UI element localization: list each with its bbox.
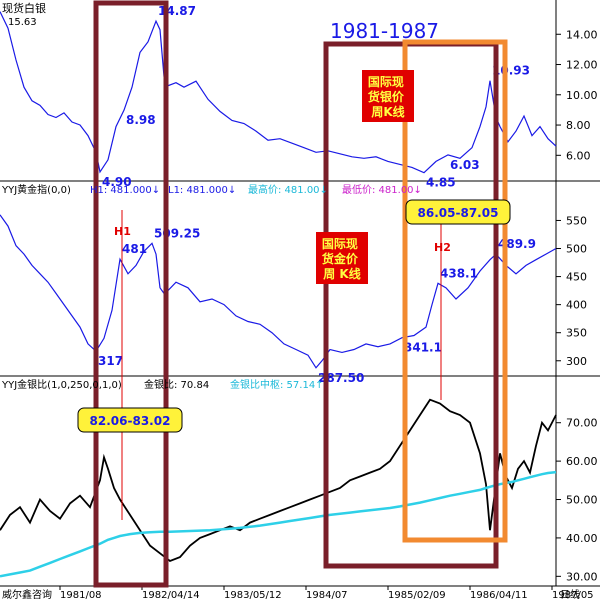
- silver-weekly-label-line-3: 周K线: [371, 104, 404, 119]
- x-tick-label: 1985/02/09: [388, 590, 446, 600]
- gold-h1-readout: H1: 481.000↓: [90, 185, 160, 196]
- x-tick-label: 1981/08: [60, 590, 102, 600]
- silver-weekly-label-line-2: 货银价: [368, 89, 405, 104]
- data-label: 287.50: [318, 371, 364, 385]
- y-tick-label: 6.00: [566, 149, 591, 162]
- data-label: 10.93: [492, 64, 530, 78]
- silver-weekly-box: [362, 70, 414, 122]
- x-tick-label: 1982/04/14: [142, 590, 200, 600]
- series-layer: [0, 11, 557, 578]
- gold-weekly-label: 国际现 货金价 周 K线: [322, 237, 362, 281]
- y-tick-label: 50.00: [566, 494, 598, 507]
- data-label: 8.98: [126, 113, 156, 127]
- y-tick-label: 70.00: [566, 417, 598, 430]
- x-tick-label: 1986/04/11: [470, 590, 528, 600]
- period-label: 1981-1987: [330, 19, 439, 43]
- data-label: 6.03: [450, 158, 480, 172]
- tick-layer: 6.008.0010.0012.0014.004.908.9814.874.85…: [59, 4, 598, 600]
- silver-last-value: 15.63: [8, 17, 37, 28]
- y-tick-label: 10.00: [566, 89, 598, 102]
- y-tick-label: 300: [566, 355, 587, 368]
- y-tick-label: 500: [566, 243, 587, 256]
- ratio-center-readout: 金银比中枢: 57.14↑: [230, 378, 324, 391]
- y-tick-label: 12.00: [566, 59, 598, 72]
- callout-1: 82.06-83.02: [90, 414, 171, 428]
- data-label: 4.90: [102, 175, 132, 189]
- data-label: 317: [98, 354, 123, 368]
- y-tick-label: 14.00: [566, 28, 598, 41]
- gold-panel-title: YYJ黄金指(0,0): [1, 183, 71, 196]
- x-tick-label: 1983/05/12: [224, 590, 282, 600]
- silver-panel-title: 现货白银: [2, 1, 46, 15]
- data-label: 509.25: [154, 226, 200, 240]
- callout-box-2: [405, 199, 511, 225]
- ratio-series-line-1: [0, 470, 557, 578]
- y-tick-label: 450: [566, 271, 587, 284]
- highlight-box-1982: [93, 0, 169, 588]
- data-label: 4.85: [426, 176, 456, 190]
- y-tick-label: 550: [566, 214, 587, 227]
- h1-label: H1: [114, 225, 131, 238]
- y-tick-label: 8.00: [566, 119, 591, 132]
- callout-box-1: [77, 407, 183, 433]
- highlight-box-1986: [402, 39, 508, 543]
- gold-min-readout: 最低价: 481.00↓: [342, 183, 422, 196]
- y-tick-label: 60.00: [566, 455, 598, 468]
- gold-max-readout: 最高价: 481.00↓: [248, 183, 328, 196]
- ratio-panel-title: YYJ金银比(1,0,250,0,1,0): [1, 378, 122, 391]
- silver-weekly-label: 国际现 货银价 周K线: [368, 75, 408, 119]
- data-label: 438.1: [440, 266, 478, 280]
- gold-series-line-0: [0, 214, 557, 369]
- y-tick-label: 30.00: [566, 570, 598, 583]
- x-tick-label: 1984/07: [306, 590, 348, 600]
- source-label: 威尔鑫咨询: [2, 588, 52, 600]
- y-tick-label: 350: [566, 327, 587, 340]
- period-footer: 日线: [560, 588, 580, 600]
- gold-l1-readout: L1: 481.000↓: [168, 185, 236, 196]
- y-tick-label: 40.00: [566, 532, 598, 545]
- callout-2: 86.05-87.05: [418, 206, 499, 220]
- x-tick-label: 1987/05: [552, 590, 594, 600]
- h2-label: H2: [434, 241, 451, 254]
- silver-series-line-0: [0, 11, 557, 174]
- ratio-readout: 金银比: 70.84: [144, 378, 209, 391]
- data-label: 481: [122, 242, 147, 256]
- gold-weekly-box: [316, 232, 368, 284]
- highlight-box-1981-1987: [323, 41, 499, 569]
- y-tick-label: 400: [566, 299, 587, 312]
- data-label: 341.1: [404, 341, 442, 355]
- gold-weekly-label-line-1: 国际现: [322, 237, 358, 251]
- gold-weekly-label-line-2: 货金价: [322, 251, 359, 266]
- gold-weekly-label-line-3: 周 K线: [323, 266, 360, 281]
- silver-weekly-label-line-1: 国际现: [368, 75, 404, 89]
- ratio-series-line-0: [0, 398, 557, 563]
